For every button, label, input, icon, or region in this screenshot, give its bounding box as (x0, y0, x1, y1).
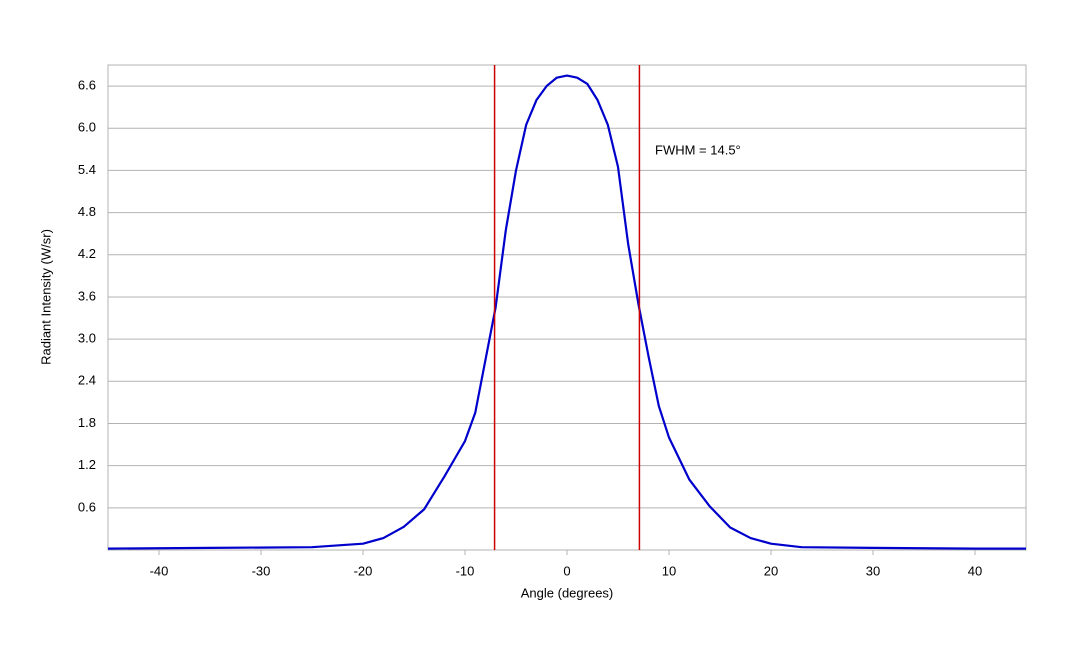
y-tick-label: 5.4 (78, 162, 96, 177)
y-tick-label: 4.2 (78, 246, 96, 261)
y-tick-label: 6.6 (78, 78, 96, 93)
x-tick-label: 20 (764, 563, 778, 578)
y-axis-label: Radiant Intensity (W/sr) (38, 229, 53, 365)
y-tick-label: 6.0 (78, 120, 96, 135)
x-tick-label: 10 (662, 563, 676, 578)
x-tick-label: -30 (252, 563, 271, 578)
x-tick-label: -20 (354, 563, 373, 578)
x-tick-label: -10 (456, 563, 475, 578)
x-tick-label: -40 (150, 563, 169, 578)
data-line (107, 74, 1026, 550)
x-tick-label: 30 (866, 563, 880, 578)
y-tick-label: 2.4 (78, 373, 96, 388)
y-tick-label: 4.8 (78, 204, 96, 219)
y-tick-label: 3.0 (78, 331, 96, 346)
x-tick-label: 0 (563, 563, 570, 578)
annotation: FWHM = 14.5° (655, 142, 741, 157)
x-axis-label: Angle (degrees) (521, 585, 614, 600)
y-tick-label: 1.8 (78, 415, 96, 430)
y-tick-label: 3.6 (78, 288, 96, 303)
y-tick-label: 1.2 (78, 457, 96, 472)
x-tick-label: 40 (968, 563, 982, 578)
y-tick-label: 0.6 (78, 499, 96, 514)
